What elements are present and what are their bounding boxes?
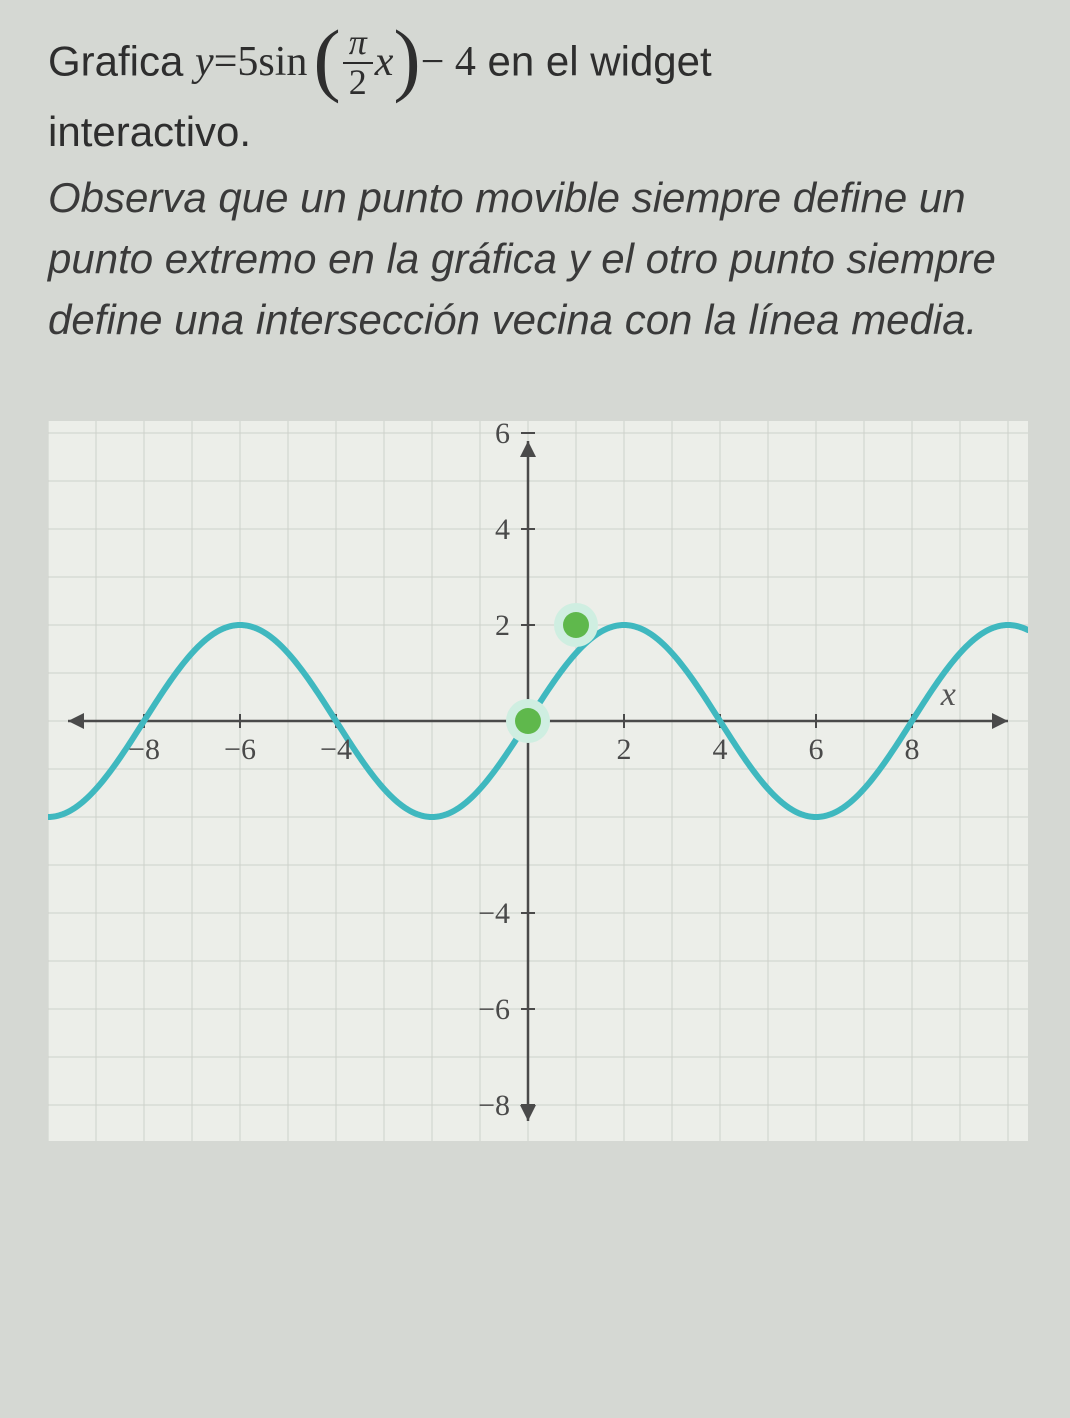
eq-lhs: y xyxy=(195,32,214,93)
paren-left: ( xyxy=(313,26,340,92)
instruction-text: Observa que un punto movible siempre def… xyxy=(48,168,1038,351)
svg-text:−8: −8 xyxy=(128,733,160,766)
svg-text:−4: −4 xyxy=(320,733,352,766)
interactive-graph[interactable]: −8−6−424682468−4−6−8yx xyxy=(48,421,1028,1141)
svg-text:2: 2 xyxy=(617,733,632,766)
draggable-point-0[interactable] xyxy=(506,699,550,743)
svg-text:x: x xyxy=(940,676,956,713)
svg-text:4: 4 xyxy=(713,733,728,766)
question-line2: interactivo. xyxy=(48,102,1038,163)
eq-fn: sin xyxy=(258,32,307,93)
svg-text:4: 4 xyxy=(495,513,510,546)
svg-text:−6: −6 xyxy=(478,993,510,1026)
trail-text: en el widget xyxy=(476,37,712,84)
eq-coeff: 5 xyxy=(237,32,258,93)
lead-text: Grafica xyxy=(48,37,195,84)
eq-tail: − 4 xyxy=(421,32,476,93)
svg-text:6: 6 xyxy=(495,421,510,450)
draggable-point-1[interactable] xyxy=(554,603,598,647)
eq-var: x xyxy=(375,32,394,93)
frac-num: π xyxy=(349,24,367,62)
question-line1: Grafica y = 5 sin ( π 2 x ) − 4 en el wi… xyxy=(48,24,1038,102)
eq-equals: = xyxy=(214,32,238,93)
svg-text:2: 2 xyxy=(495,609,510,642)
svg-text:−4: −4 xyxy=(478,897,510,930)
paren-right: ) xyxy=(393,26,420,92)
svg-text:8: 8 xyxy=(905,733,920,766)
fraction: π 2 xyxy=(343,24,373,102)
svg-text:−6: −6 xyxy=(224,733,256,766)
svg-text:6: 6 xyxy=(809,733,824,766)
frac-den: 2 xyxy=(343,62,373,102)
graph-svg: −8−6−424682468−4−6−8yx xyxy=(48,421,1028,1141)
formula: y = 5 sin ( π 2 x ) − 4 xyxy=(195,24,476,102)
svg-text:−8: −8 xyxy=(478,1089,510,1122)
